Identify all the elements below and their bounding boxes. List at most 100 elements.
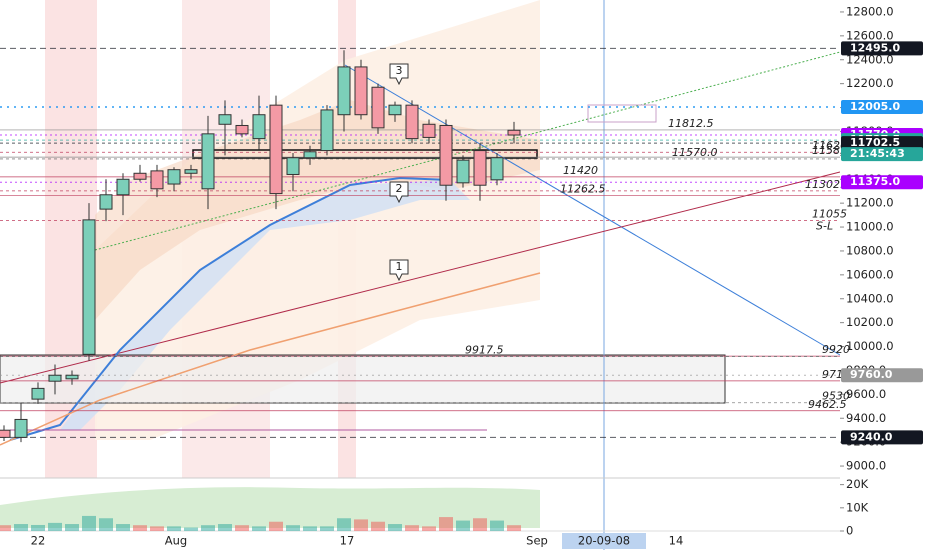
volume-bar [133,525,147,531]
candle-body [201,133,215,190]
y-tick-label: 10600.0 [846,267,894,281]
volume-bar [14,524,28,531]
volume-bar [422,526,436,531]
trend-line [344,64,841,356]
volume-bar [320,526,334,531]
candle-body [269,104,283,195]
level-label: 9917.5 [465,343,504,356]
moving-average [0,272,541,446]
volume-band [0,487,540,528]
price-label: 11375.0 [850,175,900,188]
x-tick-label: 20-09-08 [578,534,630,548]
callout [389,63,409,86]
y-tick-label: 10200.0 [846,315,894,329]
volume-bar [388,524,402,531]
candle-body [65,374,79,380]
candle-body [116,178,130,196]
callout-label: 1 [396,260,403,273]
level-label: 11302.5 [805,178,851,191]
volume-bar [473,518,487,531]
y-tick-label: 9400.0 [846,411,886,425]
candle-body [371,86,385,129]
countdown-badge [841,147,923,162]
volume-bar [150,526,164,531]
range-box [0,354,726,404]
price-label: 12495.0 [850,41,900,54]
y-tick-label: 10800.0 [846,243,894,257]
candle-body [303,151,317,159]
x-tick-label: 14 [669,534,684,548]
candle-body [150,170,164,190]
candle-body [133,172,147,180]
candle-body [337,66,351,116]
price-label: 12005.0 [850,100,900,113]
candle-body [48,374,62,382]
y-tick-label: 12800.0 [846,4,894,18]
y-tick-label: 10400.0 [846,291,894,305]
volume-bar [99,518,113,531]
callout [389,181,409,204]
candle-body [490,157,504,181]
callout-label: 3 [396,64,403,77]
volume-bar [456,520,470,531]
candle-body [388,104,402,116]
candle-body [0,429,11,438]
level-label: 11055 [812,207,847,220]
volume-bar [252,526,266,531]
background-shading [45,0,540,478]
v-tick-label: 0 [846,524,853,538]
candle-body [14,418,28,438]
volume-bar [507,525,521,531]
y-tick-label: 11200.0 [846,196,894,210]
v-tick-label: 10K [846,500,869,514]
level-label: 11570.0 [672,146,718,159]
volume-bar [269,521,283,531]
candle-body [286,157,300,175]
volume-bar [371,521,385,531]
level-label: 11585 [812,144,847,157]
volume-bar [439,517,453,531]
x-tick-label: 17 [340,534,355,548]
level-label: 9920 [822,343,850,356]
x-tick-label: Aug [165,534,187,548]
volume-bar [31,524,45,531]
y-tick-label: 12600.0 [846,28,894,42]
price-badge [841,368,923,383]
callout-label: 2 [396,182,403,195]
candle-body [252,114,266,140]
level-label: 11262.5 [560,183,606,196]
price-badge [841,41,923,56]
level-label: 9530 [822,390,850,403]
trend-line [94,51,841,251]
volume-bar [490,520,504,531]
volume-bar [116,524,130,531]
candle-body [473,150,487,186]
price-axis [840,0,932,550]
x-tick-label: Sep [526,534,548,548]
volume-bar [184,527,198,531]
volume-bar [354,519,368,531]
volume-bar [65,524,79,531]
y-tick-label: 9600.0 [846,387,886,401]
volume-bar [337,518,351,531]
candle-body [82,219,96,355]
y-tick-label: 10000.0 [846,339,894,353]
level-label: 11420 [563,164,598,177]
candle-body [218,114,232,125]
volume-bar [218,524,232,531]
price-badge [841,136,923,151]
level-label: 9462.5 [808,398,847,411]
y-tick-label: 9000.0 [846,459,886,473]
volume-bar [167,526,181,531]
candle-body [184,169,198,174]
price-label: 9760.0 [850,368,893,381]
candle-body [235,124,249,135]
volume-bar [303,526,317,531]
date-badge [562,533,646,549]
price-badge [841,99,923,114]
price-label: 11702.5 [850,136,900,149]
y-tick-label: 11000.0 [846,220,894,234]
volume-bar [235,525,249,531]
candle-body [167,169,181,185]
